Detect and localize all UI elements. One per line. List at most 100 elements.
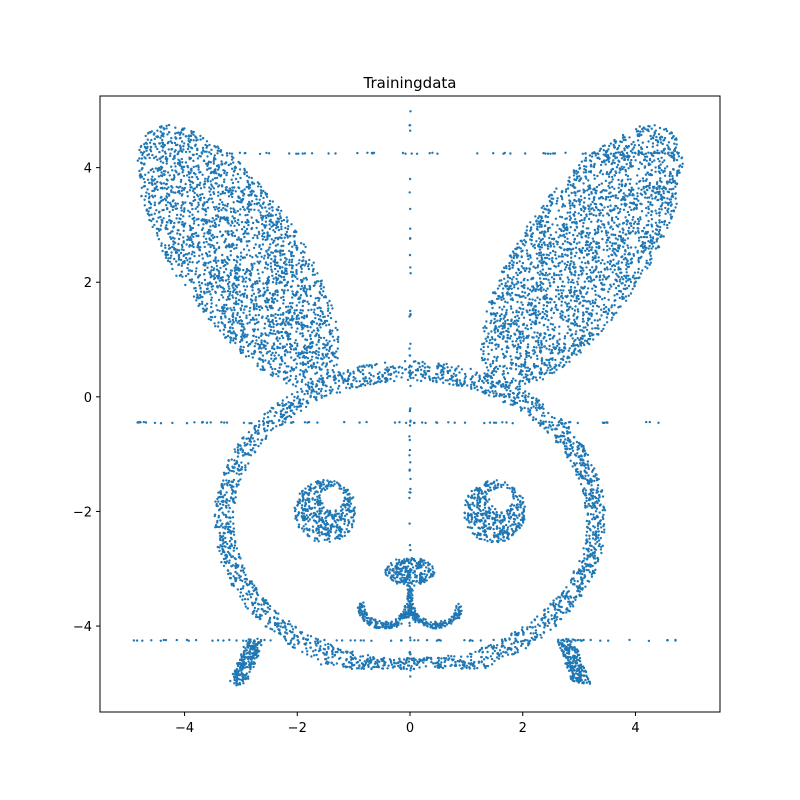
scatter-point [649,254,652,257]
scatter-point [274,267,277,271]
scatter-point [220,293,223,297]
scatter-point [592,240,595,243]
scatter-point [204,261,207,265]
scatter-point [480,356,484,360]
scatter-point [484,361,487,365]
scatter-point [575,289,578,293]
scatter-point [156,180,159,184]
scatter-point [279,342,282,345]
scatter-point [263,339,266,343]
scatter-point [147,192,151,196]
scatter-point [585,307,588,310]
scatter-point [243,272,247,275]
scatter-point [280,244,283,248]
scatter-point [572,240,576,244]
scatter-point [245,221,248,225]
scatter-point [587,236,590,239]
scatter-point [210,197,213,200]
scatter-point [268,323,271,326]
scatter-point [670,131,673,134]
scatter-point [672,156,675,160]
scatter-point [566,331,569,335]
scatter-point [285,258,288,261]
scatter-point [658,219,661,222]
scatter-point [554,251,557,254]
scatter-point [234,266,237,269]
scatter-point [617,159,620,162]
scatter-point [311,270,315,273]
scatter-point [302,363,305,367]
scatter-point [192,159,195,163]
scatter-point [177,173,180,176]
scatter-point [279,222,283,226]
scatter-point [164,170,167,173]
scatter-point [220,160,223,163]
scatter-point [663,128,666,131]
scatter-point [613,268,616,271]
scatter-point [167,148,170,151]
scatter-point [302,287,305,290]
scatter-point [261,202,265,206]
scatter-point [523,269,527,272]
scatter-point [650,169,653,172]
scatter-point [522,339,525,343]
scatter-point [637,220,641,223]
scatter-point [281,336,285,340]
scatter-point [299,294,303,297]
scatter-point [548,226,551,229]
scatter-point [505,329,508,333]
scatter-point [257,185,260,188]
scatter-point [190,131,194,134]
scatter-point [569,217,573,220]
scatter-point [198,171,201,174]
scatter-point [326,309,330,312]
scatter-point [291,271,295,274]
scatter-point [166,192,169,195]
scatter-point [232,174,235,177]
scatter-point [263,290,266,293]
scatter-point [591,309,594,312]
scatter-point [212,160,215,163]
scatter-point [600,314,603,317]
scatter-point [651,160,654,164]
scatter-point [217,246,221,249]
scatter-point [257,288,260,291]
scatter-point [231,181,235,185]
scatter-point [219,285,223,289]
scatter-point [586,254,589,257]
scatter-point [204,264,207,267]
scatter-point [569,328,572,332]
scatter-point [305,349,309,352]
scatter-point [498,279,501,282]
scatter-point [311,351,314,354]
scatter-point [647,247,650,250]
scatter-point [221,312,224,315]
scatter-point [618,296,621,300]
scatter-point [279,258,282,261]
scatter-point [537,336,540,340]
scatter-point [589,203,592,206]
scatter-point [289,234,292,238]
scatter-point [197,304,200,308]
scatter-point [276,270,280,273]
scatter-point [262,360,265,363]
scatter-point [582,313,585,316]
scatter-point [603,206,606,209]
scatter-point [200,228,204,232]
scatter-point [265,216,268,220]
scatter-point [215,264,219,268]
scatter-point [217,259,220,262]
scatter-point [165,124,168,128]
scatter-point [229,249,232,253]
scatter-point [139,151,143,154]
scatter-point [552,242,555,246]
scatter-point [188,140,191,144]
scatter-point [525,355,528,359]
scatter-point [647,207,650,211]
scatter-point [617,244,620,247]
scatter-point [515,277,518,281]
scatter-point [556,344,559,348]
scatter-point [291,290,294,293]
scatter-point [190,238,193,241]
scatter-point [256,364,259,368]
